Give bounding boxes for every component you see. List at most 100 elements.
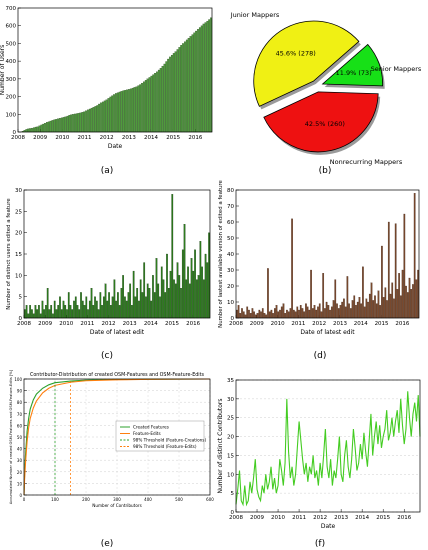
d-bar xyxy=(382,297,385,319)
a-bar xyxy=(59,118,61,133)
a-bar xyxy=(113,94,115,133)
d-bar xyxy=(398,273,400,319)
d-bar xyxy=(317,306,319,319)
c-bar xyxy=(38,305,40,319)
d-bar xyxy=(289,308,292,319)
c-bar xyxy=(152,275,154,319)
c-bar xyxy=(78,309,81,319)
e-xtick-label: 500 xyxy=(175,497,183,502)
a-bar xyxy=(92,107,95,133)
c-bar xyxy=(113,279,116,319)
d-bar xyxy=(401,269,404,319)
d-ytick-label: 10 xyxy=(227,300,234,306)
d-bar xyxy=(372,300,375,319)
d-bar xyxy=(270,309,273,319)
f-frame xyxy=(235,379,421,513)
c-bar xyxy=(39,313,42,319)
d-bar xyxy=(320,311,323,319)
d-bar xyxy=(344,306,347,319)
a-bar xyxy=(38,125,41,133)
a-bar xyxy=(120,91,123,133)
a-xtick-label: 2015 xyxy=(166,135,180,141)
e-ytick-label: 20 xyxy=(17,470,23,475)
a-xtick-label: 2008 xyxy=(11,135,25,141)
d-bar xyxy=(318,303,321,319)
a-bar xyxy=(167,58,170,133)
c-bar xyxy=(31,309,33,319)
c-bar xyxy=(115,300,117,319)
chart-e: 0 10 20 30 40 50 60 70 80 90 100 0 100 200 300 400 500 60… xyxy=(9,369,214,508)
chart-c: 0 5 10 15 20 25 30 2008 2009 2010 2011 2012 2013 2014… xyxy=(6,188,211,336)
c-bar xyxy=(87,309,89,319)
a-bar xyxy=(126,89,129,133)
c-bar xyxy=(183,224,186,319)
a-bar xyxy=(161,65,164,133)
d-bar xyxy=(322,273,325,319)
c-bar xyxy=(99,292,102,319)
d-xtick-label: 2015 xyxy=(375,321,389,327)
d-bar xyxy=(367,301,369,319)
a-bar xyxy=(109,96,112,133)
e-ytick-label: 40 xyxy=(17,447,23,452)
pie-slice-name-label: Nonrecurring Mappers xyxy=(330,158,403,166)
chart-f: 0 5 10 15 20 25 30 35 2008 2009 2010 2011 2012 2013 20… xyxy=(217,378,421,530)
c-bar xyxy=(36,309,39,319)
a-bar xyxy=(154,73,157,133)
a-bar xyxy=(81,112,84,133)
c-bar xyxy=(153,292,156,319)
d-xtick-label: 2014 xyxy=(354,321,368,327)
a-xtick-label: 2012 xyxy=(100,135,114,141)
a-xtick-label: 2013 xyxy=(122,135,136,141)
d-bar xyxy=(301,308,304,319)
c-bar xyxy=(187,266,189,319)
d-bar xyxy=(244,314,247,319)
d-bar xyxy=(348,303,350,319)
d-bar xyxy=(282,303,285,319)
a-xtick-label: 2011 xyxy=(78,135,92,141)
d-ytick-label: 0 xyxy=(231,316,235,322)
a-frame xyxy=(17,7,213,133)
a-bar xyxy=(47,121,50,133)
d-bar xyxy=(237,305,240,319)
c-bar xyxy=(155,258,158,319)
c-ytick-label: 0 xyxy=(19,316,23,322)
c-bar xyxy=(118,305,121,319)
d-bar xyxy=(251,308,254,319)
d-xlabel: Date of latest edit xyxy=(300,329,355,336)
a-bar xyxy=(55,119,58,133)
f-ytick-label: 0 xyxy=(231,510,235,516)
e-title: Contributor-Distribution of created OSM-… xyxy=(30,372,204,378)
d-frame xyxy=(235,189,420,319)
d-bar xyxy=(267,268,269,319)
e-ytick-label: 80 xyxy=(17,400,23,405)
a-bar xyxy=(165,61,168,133)
a-xtick-label: 2010 xyxy=(55,135,69,141)
a-bar xyxy=(98,103,101,133)
c-bar xyxy=(148,288,151,319)
d-ytick-label: 80 xyxy=(227,188,234,194)
a-bar xyxy=(159,68,162,133)
a-bar xyxy=(42,123,45,133)
c-bar xyxy=(48,309,51,319)
c-bar xyxy=(208,232,210,319)
d-bar xyxy=(255,314,257,319)
a-bar xyxy=(202,23,205,133)
pie-slice xyxy=(263,91,379,153)
d-bar xyxy=(365,298,368,319)
c-bar xyxy=(95,300,98,319)
e-ytick-label: 100 xyxy=(14,377,22,382)
a-bar xyxy=(174,51,177,133)
e-legend-box xyxy=(115,420,205,452)
c-bar xyxy=(160,266,163,319)
c-ytick-label: 20 xyxy=(15,231,22,237)
c-xtick-label: 2012 xyxy=(102,321,116,327)
a-ytick-label: 700 xyxy=(6,6,17,12)
d-bar xyxy=(305,303,307,319)
e-ytick-label: 30 xyxy=(17,458,23,463)
caption-c: (c) xyxy=(101,351,113,361)
c-bar xyxy=(203,279,205,319)
a-bar xyxy=(204,22,207,133)
d-bar xyxy=(261,308,264,319)
a-bar xyxy=(25,129,28,133)
c-xtick-label: 2011 xyxy=(80,321,94,327)
